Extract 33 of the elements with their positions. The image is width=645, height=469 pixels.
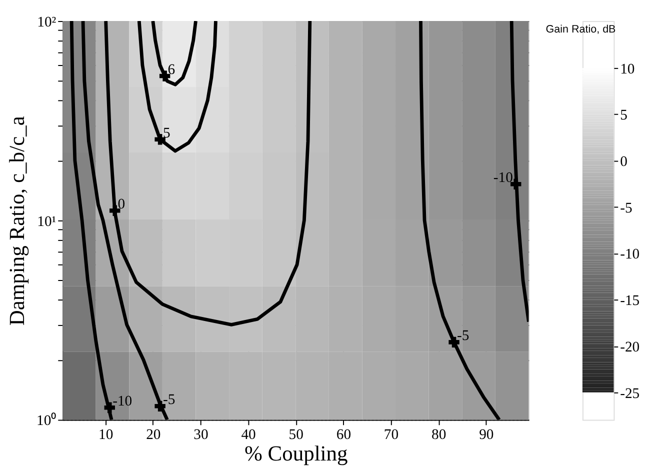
- color-bar-label: 0: [620, 154, 628, 170]
- color-bar-label: -15: [620, 293, 640, 310]
- color-bar-label: -25: [620, 386, 640, 402]
- y-tick-label: 10⁰: [36, 412, 56, 430]
- color-bar-label: 10: [620, 61, 635, 78]
- x-tick-label: 80: [431, 426, 446, 443]
- legend-title: Gain Ratio, dB: [546, 23, 616, 36]
- x-tick-label: 40: [241, 426, 256, 443]
- y-tick-label: 10²: [37, 14, 57, 30]
- x-tick-label: 50: [288, 426, 304, 443]
- annotation: -10: [493, 170, 513, 186]
- annotation: 5: [162, 125, 170, 142]
- annotation: 0: [118, 196, 126, 213]
- x-tick-label: 30: [194, 426, 208, 443]
- annotation: -10: [112, 394, 132, 410]
- annotation: -5: [456, 328, 470, 344]
- color-bar-label: -10: [620, 246, 640, 263]
- x-axis-title: % Coupling: [244, 441, 348, 466]
- y-axis-title: Damping Ratio, c_b/c_a: [4, 116, 29, 326]
- x-tick-label: 90: [479, 426, 494, 443]
- annotation: 6: [168, 62, 176, 78]
- line-series: [151, 21, 198, 86]
- x-tick-label: 60: [336, 426, 351, 443]
- line-series: [104, 21, 312, 326]
- x-tick-label: 20: [146, 426, 161, 443]
- color-bar-label: -20: [620, 339, 640, 356]
- color-bar-label: 5: [620, 108, 628, 124]
- x-tick-label: 10: [98, 426, 114, 443]
- x-tick-label: 70: [384, 426, 399, 443]
- y-tick-label: 10¹: [37, 214, 56, 230]
- annotation: -5: [162, 392, 176, 408]
- line-series: [137, 21, 218, 153]
- color-bar-label: -5: [620, 200, 632, 216]
